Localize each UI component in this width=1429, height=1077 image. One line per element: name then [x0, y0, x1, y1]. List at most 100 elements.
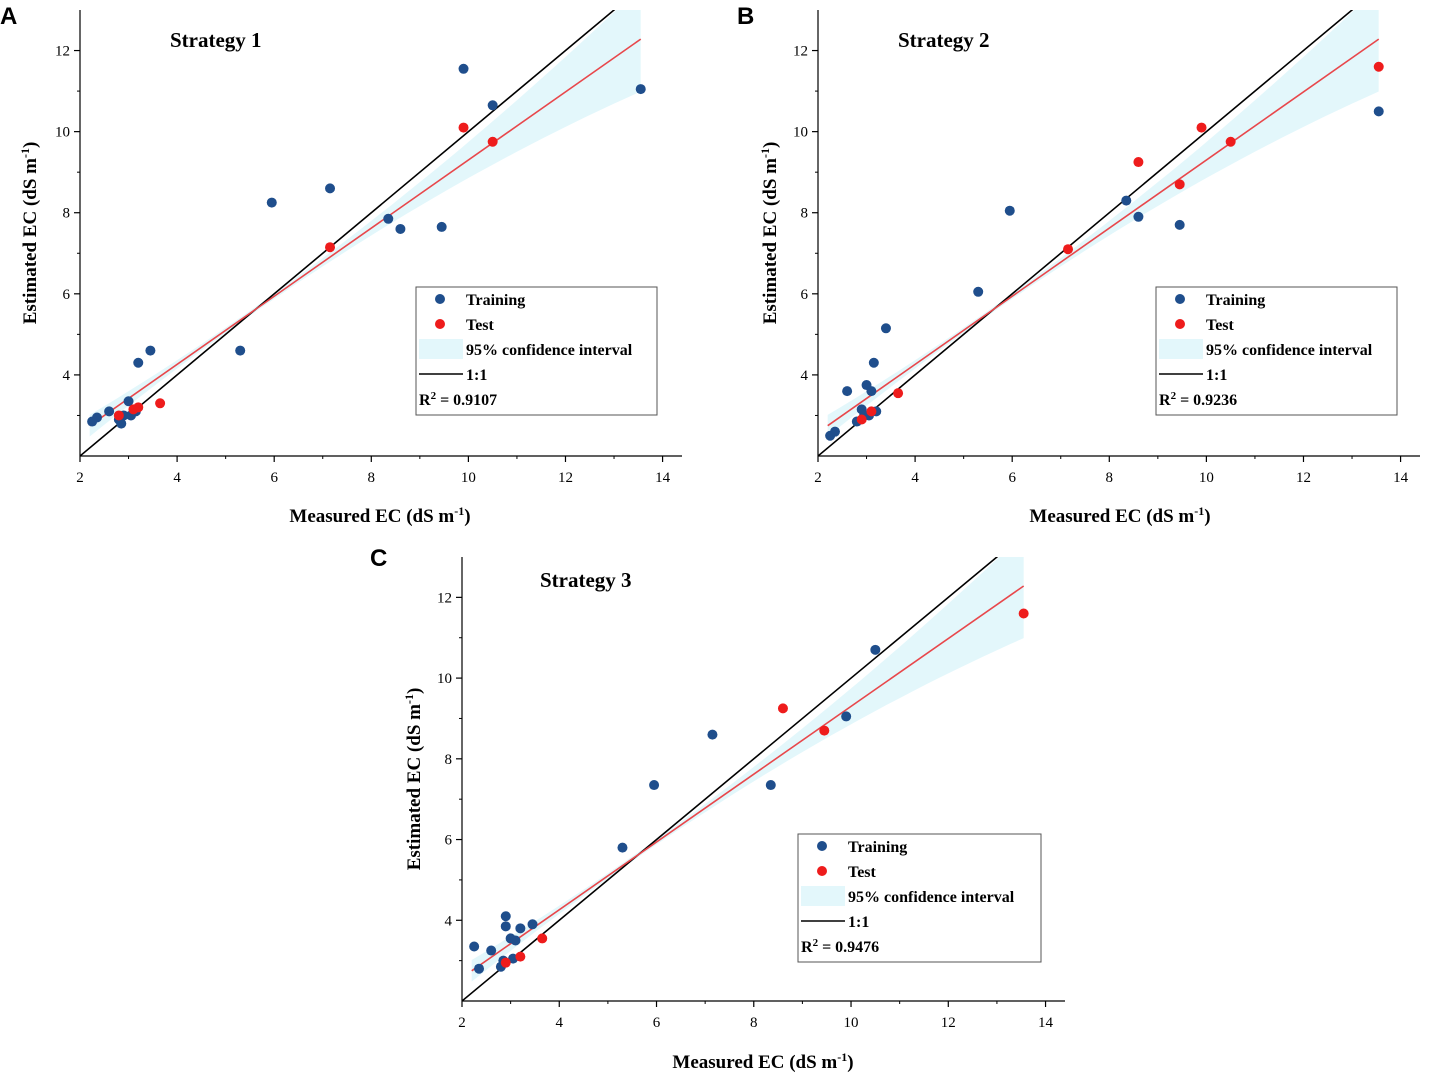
training-point — [325, 183, 336, 194]
test-point — [487, 136, 498, 147]
training-point — [91, 412, 102, 423]
training-point — [1121, 195, 1132, 206]
y-tick-label: 12 — [55, 44, 70, 60]
training-point — [500, 911, 511, 922]
training-point — [383, 213, 394, 224]
legend-one-to-one-label: 1:1 — [1206, 367, 1227, 384]
training-point — [469, 941, 480, 952]
x-tick-label: 14 — [1038, 1015, 1054, 1031]
x-axis-label: Measured EC (dS m-1) — [289, 504, 470, 527]
training-point — [266, 197, 277, 208]
training-point — [868, 357, 879, 368]
panel-A: A Strategy 1 2 4 6 8 10 12 14 4 6 8 10 12 Measured EC … — [0, 3, 682, 527]
plot-area — [462, 557, 1029, 1001]
training-point — [1004, 205, 1015, 216]
panel-letter: B — [737, 3, 754, 30]
training-point — [973, 286, 984, 297]
legend-test-label: Test — [848, 864, 877, 881]
chart-title: Strategy 2 — [898, 28, 990, 52]
y-tick-label: 4 — [445, 913, 453, 929]
legend-one-to-one-label: 1:1 — [466, 367, 487, 384]
y-tick-label: 10 — [793, 125, 808, 141]
test-point — [1063, 244, 1074, 255]
legend-test-marker — [1175, 319, 1185, 329]
legend-ci-swatch — [1159, 339, 1203, 359]
training-point — [1174, 219, 1185, 230]
x-tick-label: 2 — [458, 1015, 466, 1031]
training-point — [829, 426, 840, 437]
training-point — [1373, 106, 1384, 117]
legend-ci-label: 95% confidence interval — [466, 342, 633, 359]
training-point — [617, 842, 628, 853]
legend: Training Test 95% confidence interval 1:1 R2… — [1155, 286, 1398, 416]
x-tick-label: 8 — [750, 1015, 758, 1031]
test-point — [1196, 122, 1207, 133]
x-tick-label: 2 — [76, 470, 84, 486]
training-point — [474, 963, 485, 974]
panel-letter: C — [370, 545, 387, 572]
x-tick-label: 8 — [1106, 470, 1114, 486]
test-point — [458, 122, 469, 133]
test-point — [777, 703, 788, 714]
x-tick-label: 10 — [844, 1015, 859, 1031]
x-axis-label: Measured EC (dS m-1) — [672, 1050, 853, 1073]
test-point — [1133, 157, 1144, 168]
legend-ci-swatch — [419, 339, 463, 359]
panel-letter: A — [0, 3, 17, 30]
training-point — [510, 935, 521, 946]
y-axis-label: Estimated EC (dS m-1) — [18, 142, 41, 325]
y-axis-label: Estimated EC (dS m-1) — [402, 688, 425, 871]
training-point — [487, 100, 498, 111]
y-tick-label: 12 — [437, 590, 452, 606]
regression-line — [471, 585, 1025, 972]
one-to-one-line — [462, 557, 999, 1001]
legend-ci-label: 95% confidence interval — [1206, 342, 1373, 359]
test-point — [819, 725, 830, 736]
y-tick-label: 8 — [801, 206, 809, 222]
x-tick-label: 2 — [814, 470, 822, 486]
training-point — [486, 945, 497, 956]
x-tick-label: 6 — [1008, 470, 1016, 486]
test-point — [866, 406, 877, 417]
training-point — [842, 386, 853, 397]
chart-title: Strategy 1 — [170, 28, 262, 52]
test-point — [856, 414, 867, 425]
legend: Training Test 95% confidence interval 1:1 R2… — [797, 833, 1042, 963]
x-tick-label: 4 — [556, 1015, 564, 1031]
y-tick-label: 10 — [437, 671, 452, 687]
test-point — [537, 933, 548, 944]
training-point — [707, 729, 718, 740]
test-point — [500, 957, 511, 968]
x-tick-label: 6 — [270, 470, 278, 486]
legend-ci-swatch — [801, 886, 845, 906]
plot-area — [80, 10, 646, 456]
training-point — [458, 63, 469, 74]
test-point — [893, 388, 904, 399]
legend-ci-label: 95% confidence interval — [848, 889, 1015, 906]
training-point — [841, 711, 852, 722]
test-point — [113, 410, 124, 421]
x-tick-label: 12 — [558, 470, 573, 486]
x-tick-label: 6 — [653, 1015, 661, 1031]
plot-area — [818, 10, 1384, 456]
panel-B: B Strategy 2 2 4 6 8 10 12 14 4 6 8 10 12 Measured EC … — [737, 3, 1420, 527]
training-point — [765, 780, 776, 791]
legend-training-label: Training — [848, 839, 907, 856]
panel-C: C Strategy 3 2 4 6 8 10 12 14 4 6 8 10 12 Measured EC … — [370, 545, 1065, 1073]
y-tick-label: 6 — [63, 287, 71, 303]
one-to-one-line — [818, 10, 1354, 456]
training-point — [116, 418, 127, 429]
training-point — [866, 386, 877, 397]
test-point — [1373, 61, 1384, 72]
chart-title: Strategy 3 — [540, 568, 632, 592]
training-point — [104, 406, 115, 417]
y-tick-label: 12 — [793, 44, 808, 60]
training-point — [123, 396, 134, 407]
test-point — [515, 951, 526, 962]
x-axis-label: Measured EC (dS m-1) — [1029, 504, 1210, 527]
r2-value: R2 = 0.9476 — [801, 937, 879, 956]
y-tick-label: 6 — [445, 833, 453, 849]
legend-training-label: Training — [1206, 292, 1265, 309]
training-point — [649, 780, 660, 791]
